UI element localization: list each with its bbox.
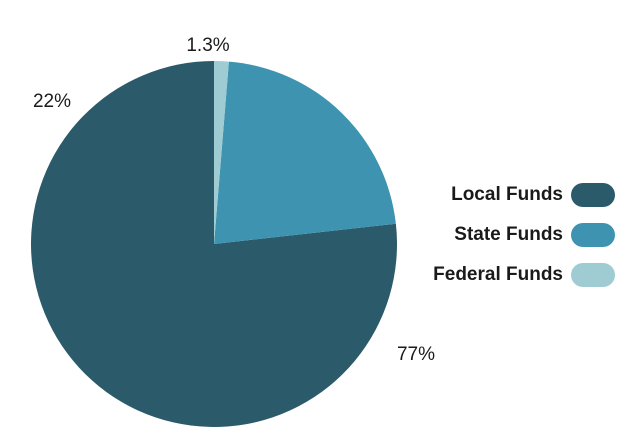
- pie-slice-local-funds: [31, 61, 398, 427]
- legend: Local Funds State Funds Federal Funds: [405, 175, 615, 295]
- legend-item-state-funds: State Funds: [405, 215, 615, 255]
- legend-label: State Funds: [454, 224, 563, 245]
- legend-swatch: [571, 223, 615, 247]
- slice-labels: 77% 22% 1.3%: [33, 35, 435, 365]
- slice-label-federal-funds: 1.3%: [186, 35, 229, 56]
- pie-slices: [31, 61, 398, 427]
- slice-label-local-funds: 77%: [397, 344, 435, 365]
- pie-slice-state-funds: [214, 61, 396, 244]
- legend-swatch: [571, 183, 615, 207]
- slice-label-state-funds: 22%: [33, 91, 71, 112]
- legend-item-federal-funds: Federal Funds: [405, 255, 615, 295]
- legend-item-local-funds: Local Funds: [405, 175, 615, 215]
- legend-label: Local Funds: [451, 184, 563, 205]
- legend-swatch: [571, 263, 615, 287]
- pie-slice-federal-funds: [214, 61, 229, 244]
- legend-label: Federal Funds: [433, 264, 563, 285]
